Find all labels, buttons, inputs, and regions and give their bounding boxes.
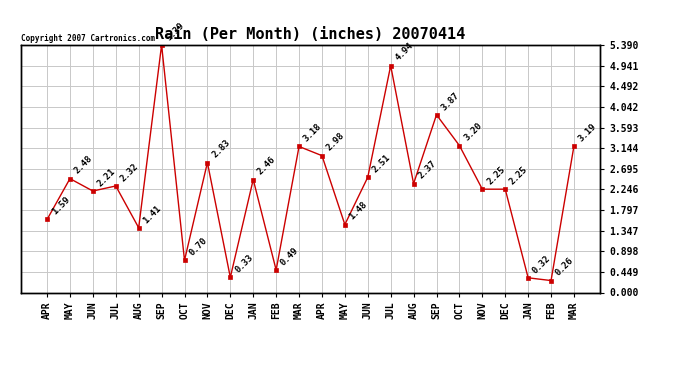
Text: 0.26: 0.26: [554, 256, 575, 278]
Text: 3.87: 3.87: [440, 90, 461, 112]
Text: 0.49: 0.49: [279, 246, 300, 267]
Text: 0.33: 0.33: [233, 253, 255, 274]
Text: 2.25: 2.25: [508, 165, 529, 186]
Text: 3.18: 3.18: [302, 122, 324, 144]
Text: 2.51: 2.51: [371, 153, 392, 174]
Text: 2.83: 2.83: [210, 138, 232, 160]
Text: 2.37: 2.37: [416, 159, 438, 181]
Text: 2.46: 2.46: [256, 155, 277, 177]
Text: 1.48: 1.48: [348, 200, 369, 222]
Title: Rain (Per Month) (inches) 20070414: Rain (Per Month) (inches) 20070414: [155, 27, 466, 42]
Text: 2.25: 2.25: [485, 165, 506, 186]
Text: 5.39: 5.39: [164, 21, 186, 42]
Text: 2.21: 2.21: [96, 166, 117, 188]
Text: 0.32: 0.32: [531, 254, 553, 275]
Text: Copyright 2007 Cartronics.com: Copyright 2007 Cartronics.com: [21, 33, 155, 42]
Text: 2.32: 2.32: [119, 162, 140, 183]
Text: 3.19: 3.19: [577, 122, 598, 143]
Text: 2.48: 2.48: [72, 154, 95, 176]
Text: 1.59: 1.59: [50, 195, 71, 217]
Text: 2.98: 2.98: [325, 131, 346, 153]
Text: 3.20: 3.20: [462, 121, 484, 143]
Text: 4.94: 4.94: [393, 41, 415, 63]
Text: 0.70: 0.70: [187, 236, 209, 258]
Text: 1.41: 1.41: [141, 203, 163, 225]
